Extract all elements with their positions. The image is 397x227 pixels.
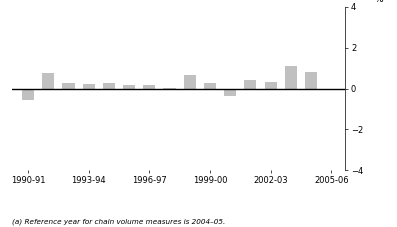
Bar: [164, 87, 175, 89]
Bar: [83, 84, 95, 89]
Bar: [244, 80, 256, 89]
Text: (a) Reference year for chain volume measures is 2004–05.: (a) Reference year for chain volume meas…: [12, 218, 225, 225]
Bar: [264, 82, 277, 89]
Bar: [62, 84, 75, 89]
Bar: [285, 66, 297, 89]
Bar: [204, 84, 216, 89]
Bar: [123, 85, 135, 89]
Bar: [143, 85, 155, 89]
Bar: [103, 84, 115, 89]
Y-axis label: %: %: [374, 0, 383, 4]
Bar: [184, 75, 196, 89]
Bar: [224, 89, 236, 96]
Bar: [22, 89, 34, 100]
Bar: [42, 73, 54, 89]
Bar: [305, 72, 317, 89]
